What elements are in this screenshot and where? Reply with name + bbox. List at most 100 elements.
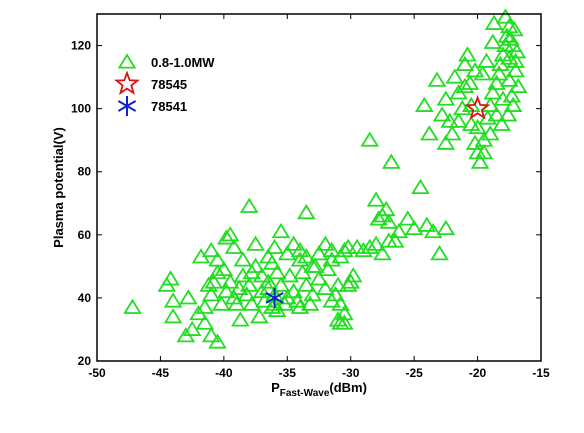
data-point	[214, 260, 234, 277]
data-point	[271, 276, 291, 292]
legend: 0.8-1.0MW 78545 78541	[114, 53, 215, 116]
data-point	[420, 125, 439, 141]
x-tick-label: -45	[152, 366, 170, 380]
data-point	[182, 320, 202, 336]
data-point	[208, 333, 227, 349]
data-point	[470, 153, 490, 169]
data-layer	[123, 8, 528, 349]
data-point	[280, 267, 300, 283]
data-point	[237, 286, 256, 302]
data-point	[489, 65, 509, 81]
data-point	[303, 257, 322, 273]
data-point	[163, 292, 183, 308]
data-point	[123, 298, 142, 314]
data-point	[161, 270, 180, 286]
data-point	[464, 95, 491, 120]
x-axis: -50 -45 -40 -35 -30 -25 -20 -15	[88, 14, 550, 380]
data-point	[239, 197, 259, 213]
data-point	[432, 106, 452, 122]
data-point	[290, 251, 310, 267]
x-tick-label: -40	[215, 366, 233, 380]
data-point	[436, 90, 456, 106]
data-point	[217, 282, 236, 299]
data-point	[201, 286, 221, 302]
data-point	[373, 245, 392, 261]
data-point	[483, 84, 503, 100]
data-point	[496, 8, 515, 24]
data-point	[288, 292, 307, 308]
y-axis: 20 40 60 80 100 120	[71, 39, 541, 368]
data-point	[382, 153, 401, 169]
data-point	[290, 241, 310, 258]
x-tick-label: -20	[469, 366, 487, 380]
data-point	[483, 33, 503, 49]
data-point	[262, 254, 282, 270]
legend-label: 0.8-1.0MW	[151, 55, 215, 70]
data-point	[199, 276, 218, 292]
data-point	[442, 125, 462, 141]
data-point	[493, 90, 513, 106]
data-point	[224, 238, 244, 254]
data-point	[335, 304, 354, 321]
legend-marker-0.8-1.0MW	[117, 53, 137, 69]
data-point	[195, 298, 215, 314]
data-point	[385, 232, 405, 248]
data-point	[265, 295, 284, 311]
data-point	[398, 210, 418, 226]
data-point	[318, 260, 338, 277]
data-point	[224, 289, 244, 305]
data-point	[498, 106, 518, 122]
data-point	[239, 276, 259, 292]
data-point	[455, 55, 475, 71]
data-point	[322, 292, 341, 308]
data-point	[366, 235, 386, 251]
legend-label: 78545	[151, 77, 187, 92]
data-point	[458, 46, 477, 62]
data-point	[220, 273, 240, 289]
data-point	[436, 219, 456, 236]
data-point	[492, 115, 511, 131]
data-point	[404, 219, 424, 236]
data-point	[303, 286, 322, 302]
data-point	[480, 125, 500, 141]
data-point	[376, 200, 396, 217]
data-point	[316, 235, 335, 251]
series-0.8-1.0MW	[123, 8, 528, 349]
data-point	[242, 263, 262, 280]
data-point	[414, 96, 434, 112]
data-point	[201, 241, 221, 258]
data-point	[212, 295, 231, 311]
x-tick-label: -35	[279, 366, 297, 380]
data-point	[335, 241, 354, 258]
data-point	[460, 74, 480, 90]
series-78541	[265, 287, 284, 308]
data-point	[284, 235, 303, 251]
data-point	[265, 287, 284, 308]
data-point	[487, 74, 506, 90]
data-point	[501, 30, 520, 46]
x-tick-label: -15	[532, 366, 550, 380]
data-point	[506, 62, 525, 78]
data-point	[217, 229, 236, 245]
data-point	[360, 238, 380, 254]
data-point	[477, 52, 496, 68]
data-point	[445, 68, 465, 84]
data-point	[506, 52, 525, 68]
x-axis-label-unit: (dBm)	[329, 380, 367, 395]
data-point	[487, 106, 506, 122]
data-point	[417, 216, 437, 232]
data-point	[474, 144, 494, 160]
data-point	[484, 14, 504, 30]
series-78545	[464, 95, 491, 120]
data-point	[343, 267, 363, 283]
data-point	[499, 71, 519, 87]
data-point	[163, 308, 183, 324]
data-point	[436, 134, 456, 150]
axes-box	[96, 13, 542, 362]
data-point	[465, 62, 485, 78]
x-tick-label: -30	[342, 366, 360, 380]
data-point	[246, 235, 265, 251]
data-point	[505, 21, 524, 37]
data-point	[267, 263, 287, 280]
data-point	[242, 295, 262, 311]
